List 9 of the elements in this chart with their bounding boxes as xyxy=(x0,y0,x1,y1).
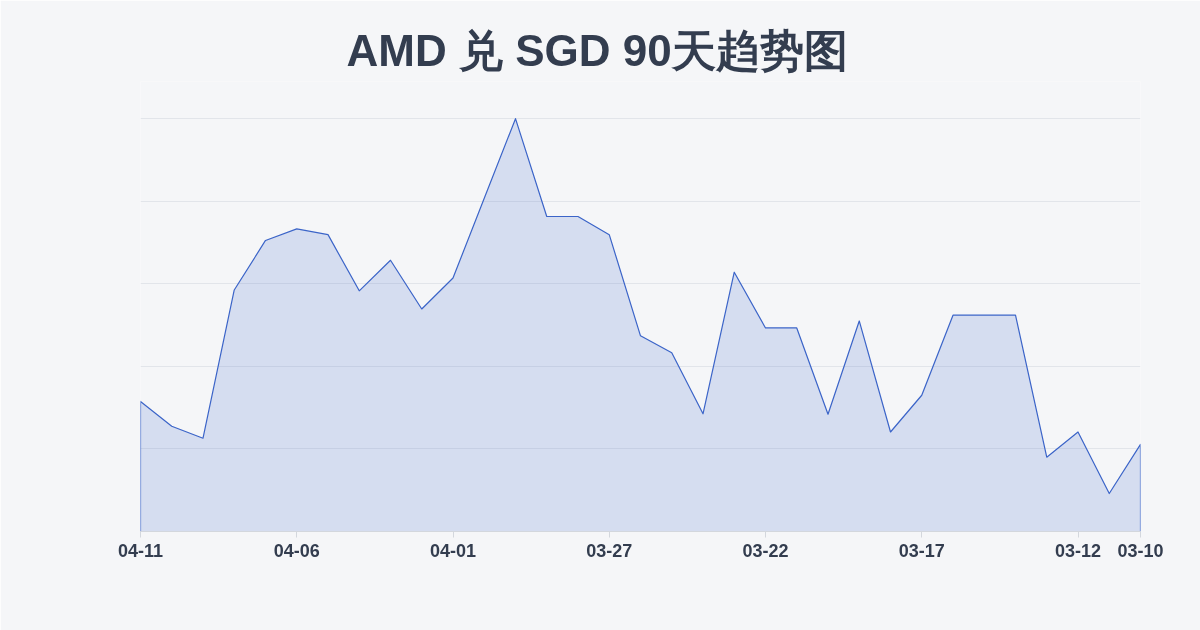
x-tick-label: 04-01 xyxy=(429,540,477,561)
x-tick-label: 04-06 xyxy=(273,540,320,561)
x-tick-label: 03-10 xyxy=(1117,540,1164,561)
x-tick-label: 03-27 xyxy=(586,540,633,561)
x-tick-label: 03-22 xyxy=(742,540,789,561)
x-tick-label: 03-12 xyxy=(1054,540,1102,561)
x-tick-label: 04-11 xyxy=(117,540,164,561)
x-tick-label: 03-17 xyxy=(898,540,945,561)
chart-title: AMD 兑 SGD 90天趋势图 xyxy=(346,25,848,75)
